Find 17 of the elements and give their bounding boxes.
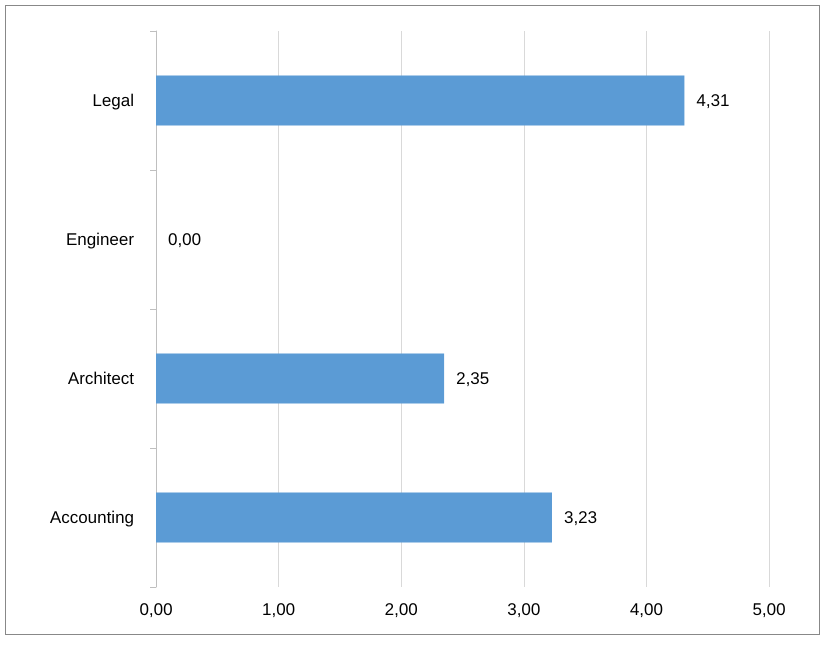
- x-tick-label: 1,00: [262, 600, 296, 619]
- y-tick-label: Accounting: [50, 508, 134, 527]
- x-tick-label: 0,00: [139, 600, 173, 619]
- data-label: 4,31: [696, 91, 730, 110]
- bar: [156, 353, 444, 404]
- x-tick-label: 3,00: [507, 600, 540, 619]
- data-label: 2,35: [456, 369, 490, 388]
- bar: [156, 75, 684, 126]
- data-label: 0,00: [168, 230, 202, 249]
- y-tick-label: Architect: [68, 369, 134, 388]
- x-tick-label: 2,00: [384, 600, 418, 619]
- data-label: 3,23: [564, 508, 598, 527]
- x-tick-label: 5,00: [752, 600, 786, 619]
- bar: [156, 492, 552, 543]
- x-tick-label: 4,00: [630, 600, 663, 619]
- y-tick-label: Legal: [92, 91, 134, 110]
- y-tick-label: Engineer: [66, 230, 134, 249]
